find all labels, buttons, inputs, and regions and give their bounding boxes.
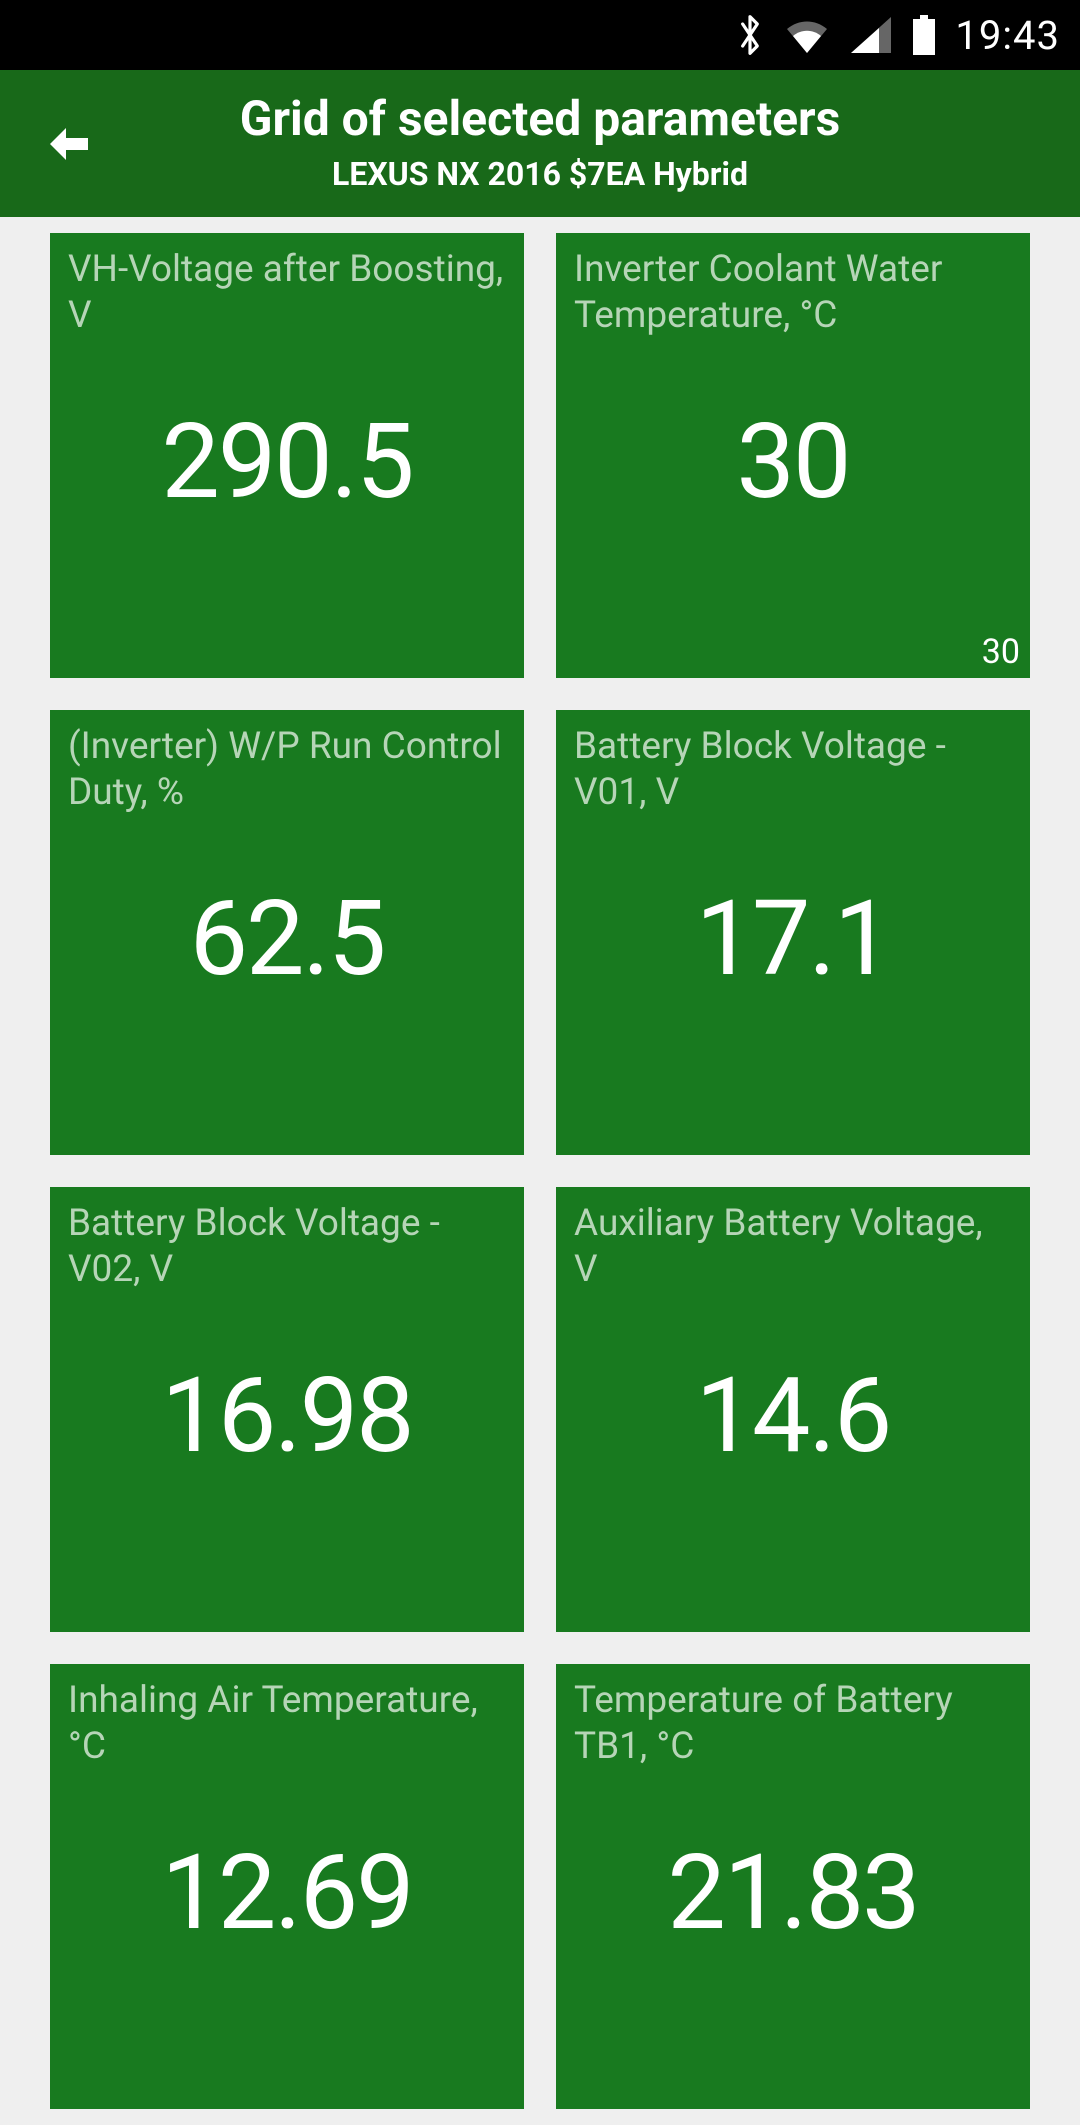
status-time: 19:43: [955, 12, 1060, 59]
tile-label: (Inverter) W/P Run Control Duty, %: [68, 724, 506, 817]
parameter-tile[interactable]: Auxiliary Battery Voltage, V 14.6: [556, 1187, 1030, 1632]
battery-icon: [911, 15, 937, 55]
back-button[interactable]: [38, 114, 98, 174]
tile-value: 16.98: [50, 1356, 524, 1477]
tile-label: Auxiliary Battery Voltage, V: [574, 1201, 1012, 1294]
tile-corner: 30: [982, 632, 1020, 672]
tile-value: 30: [556, 402, 1030, 523]
tile-value: 62.5: [50, 879, 524, 1000]
tile-value: 21.83: [556, 1833, 1030, 1954]
page-subtitle: LEXUS NX 2016 $7EA Hybrid: [0, 155, 1080, 193]
tile-value: 17.1: [556, 879, 1030, 1000]
wifi-icon: [783, 15, 831, 55]
parameter-tile[interactable]: Battery Block Voltage -V01, V 17.1: [556, 710, 1030, 1155]
page-title: Grid of selected parameters: [0, 90, 1080, 147]
parameter-tile[interactable]: Inverter Coolant Water Temperature, °C 3…: [556, 233, 1030, 678]
signal-icon: [849, 15, 893, 55]
parameter-tile[interactable]: Battery Block Voltage -V02, V 16.98: [50, 1187, 524, 1632]
parameter-tile[interactable]: Temperature of Battery TB1, °C 21.83: [556, 1664, 1030, 2109]
parameter-tile[interactable]: Inhaling Air Temperature, °C 12.69: [50, 1664, 524, 2109]
tile-label: Battery Block Voltage -V02, V: [68, 1201, 506, 1294]
tile-label: VH-Voltage after Boosting, V: [68, 247, 506, 340]
parameter-tile[interactable]: (Inverter) W/P Run Control Duty, % 62.5: [50, 710, 524, 1155]
parameter-grid: VH-Voltage after Boosting, V 290.5 Inver…: [0, 217, 1080, 2125]
tile-value: 14.6: [556, 1356, 1030, 1477]
tile-label: Temperature of Battery TB1, °C: [574, 1678, 1012, 1771]
arrow-left-icon: [44, 124, 92, 164]
tile-value: 290.5: [50, 402, 524, 523]
status-bar: 19:43: [0, 0, 1080, 70]
parameter-tile[interactable]: VH-Voltage after Boosting, V 290.5: [50, 233, 524, 678]
app-header: Grid of selected parameters LEXUS NX 201…: [0, 70, 1080, 217]
tile-label: Battery Block Voltage -V01, V: [574, 724, 1012, 817]
tile-value: 12.69: [50, 1833, 524, 1954]
tile-label: Inhaling Air Temperature, °C: [68, 1678, 506, 1771]
bluetooth-icon: [735, 13, 765, 57]
tile-label: Inverter Coolant Water Temperature, °C: [574, 247, 1012, 340]
